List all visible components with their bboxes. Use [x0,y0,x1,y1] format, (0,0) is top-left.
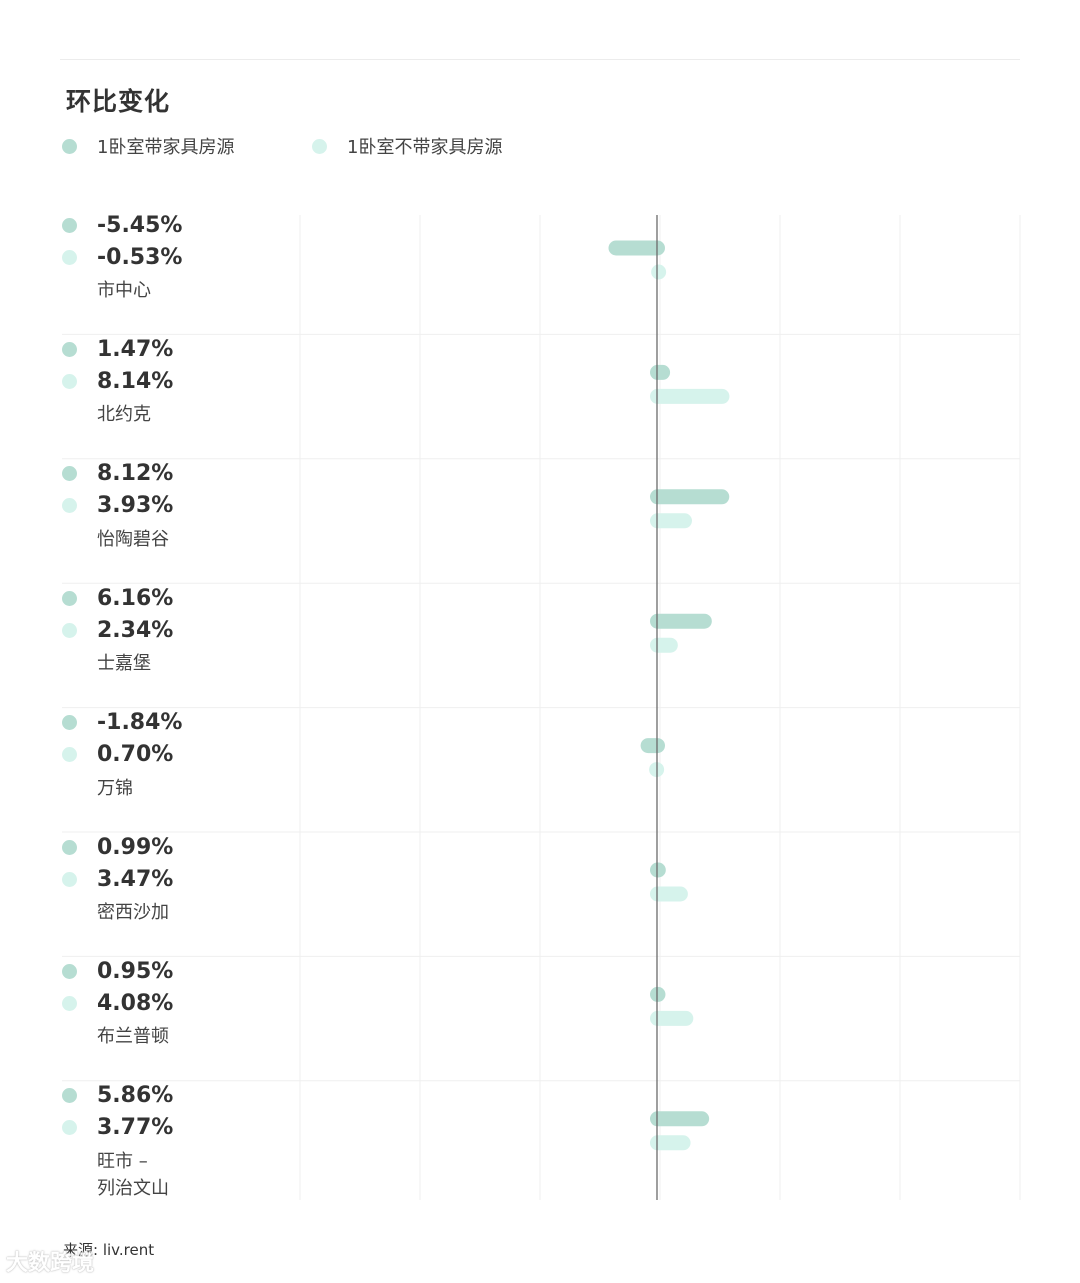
value-text: 2.34% [97,617,174,643]
value-text: 3.47% [97,866,174,892]
value-label-with-furniture: -1.84% [62,708,182,738]
series-dot-icon [62,373,77,389]
chart-title: 环比变化 [66,87,171,116]
bar-without-furniture [650,637,678,653]
value-text: 3.77% [97,1115,174,1141]
value-text: 0.95% [97,958,174,984]
bar-with-furniture [650,489,730,505]
value-text: 1.47% [97,336,174,362]
series-dot-icon [62,995,77,1011]
series-dot-icon [62,590,77,606]
bar-with-furniture [608,240,665,256]
category-label: 北约克 [97,404,151,426]
value-text: 4.08% [97,990,174,1016]
value-text: 8.12% [97,461,174,487]
legend-label-without-furniture: 1卧室不带家具房源 [347,137,503,158]
bar-without-furniture [650,886,688,902]
value-text: -0.53% [97,244,183,270]
bar-with-furniture [650,862,666,878]
category-label: 万锦 [97,777,133,799]
bar-without-furniture [650,1010,694,1026]
value-text: 3.93% [97,493,174,519]
series-dot-icon [62,963,77,979]
series-dot-icon [62,1120,77,1136]
legend-label-with-furniture: 1卧室带家具房源 [97,137,235,158]
value-label-without-furniture: 4.08% [62,988,173,1018]
series-dot-icon [62,839,77,855]
category-label: 旺市 – [97,1150,148,1172]
legend-dot-with-furniture-icon [62,138,77,154]
series-dot-icon [62,249,77,265]
value-label-with-furniture: 5.86% [62,1081,173,1111]
bar-with-furniture [650,986,666,1002]
series-dot-icon [62,715,77,731]
bar-with-furniture [640,738,665,754]
legend-item-without-furniture: 1卧室不带家具房源 [312,133,502,159]
category-label: 列治文山 [97,1177,169,1199]
series-dot-icon [62,466,77,482]
value-text: 8.14% [97,368,174,394]
value-text: 5.86% [97,1083,174,1109]
value-label-with-furniture: 0.99% [62,832,173,862]
category-label: 密西沙加 [97,902,169,923]
value-text: 0.70% [97,742,174,768]
series-dot-icon [62,217,77,233]
series-dot-icon [62,871,77,887]
series-dot-icon [62,341,77,357]
value-label-with-furniture: 0.95% [62,956,173,986]
value-label-without-furniture: 3.93% [62,491,173,521]
source-note: 来源: liv.rent [63,1241,155,1259]
legend-item-with-furniture: 1卧室带家具房源 [62,133,234,159]
bar-with-furniture [650,613,712,629]
bar-without-furniture [651,264,667,280]
series-dot-icon [62,1088,77,1104]
value-label-with-furniture: 8.12% [62,459,173,489]
bar-without-furniture [650,388,730,404]
category-label: 士嘉堡 [97,653,151,675]
series-dot-icon [62,622,77,638]
value-label-with-furniture: 1.47% [62,334,173,364]
value-text: 6.16% [97,585,174,611]
category-label: 布兰普顿 [97,1026,169,1048]
bar-with-furniture [650,364,671,380]
value-label-without-furniture: 2.34% [62,615,173,645]
bar-without-furniture [650,1135,691,1151]
category-label: 市中心 [97,280,151,301]
value-label-without-furniture: 3.47% [62,864,173,894]
value-text: -5.45% [97,212,183,238]
legend-dot-without-furniture-icon [312,138,327,154]
value-text: 0.99% [97,834,174,860]
value-label-without-furniture: 0.70% [62,740,173,770]
watermark: 大数跨境 [6,1251,95,1276]
value-label-without-furniture: -0.53% [62,242,182,272]
series-dot-icon [62,747,77,763]
value-label-with-furniture: 6.16% [62,583,173,613]
top-divider [60,59,1020,60]
value-label-without-furniture: 8.14% [62,366,173,396]
value-label-without-furniture: 3.77% [62,1113,173,1143]
value-text: -1.84% [97,710,183,736]
series-dot-icon [62,498,77,514]
category-label: 怡陶碧谷 [97,528,169,550]
bar-without-furniture [650,513,692,529]
value-label-with-furniture: -5.45% [62,210,182,240]
bar-with-furniture [650,1111,710,1127]
